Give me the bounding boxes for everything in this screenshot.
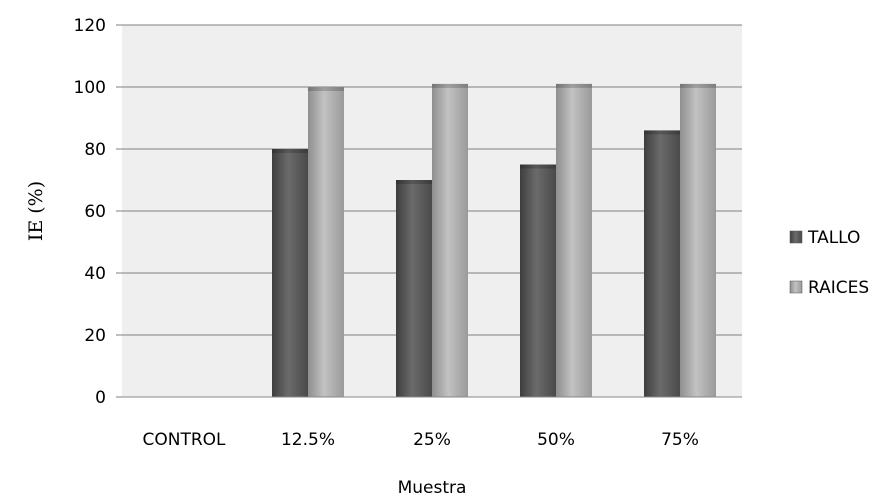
y-tick-label: 100	[74, 78, 106, 98]
y-axis-title: IE (%)	[25, 181, 47, 241]
x-axis-title: Muestra	[398, 478, 467, 498]
x-tick-label: 12.5%	[281, 430, 335, 450]
y-tick-label: 40	[84, 264, 106, 284]
legend: TALLO RAICES	[789, 228, 869, 298]
y-tick-label: 0	[95, 388, 106, 408]
legend-label: TALLO	[807, 228, 860, 248]
bar-raices	[308, 87, 344, 397]
y-tick-label: 60	[84, 202, 106, 222]
bar-tallo	[396, 180, 432, 397]
bar-raices	[556, 83, 592, 398]
bar-cap	[644, 130, 680, 135]
y-tick-label: 80	[84, 140, 106, 160]
x-tick-label: 75%	[661, 430, 699, 450]
legend-swatch	[789, 230, 803, 244]
bar-cap	[680, 83, 716, 88]
x-tick-label: 50%	[537, 430, 575, 450]
y-tick-label: 120	[74, 16, 106, 36]
legend-label: RAICES	[808, 278, 869, 298]
bar-cap	[556, 83, 592, 88]
bar-cap	[396, 180, 432, 184]
bars	[272, 83, 716, 398]
bar-cap	[308, 87, 344, 91]
bar-cap	[272, 149, 308, 153]
y-tick-labels: 0 20 40 60 80 100 120	[74, 16, 106, 408]
x-tick-labels: CONTROL 12.5% 25% 50% 75%	[142, 430, 698, 450]
x-tick-label: 25%	[413, 430, 451, 450]
bar-tallo	[520, 164, 556, 397]
bar-cap	[432, 83, 468, 88]
bar-tallo	[644, 130, 680, 397]
bar-raices	[680, 83, 716, 398]
x-tick-label: CONTROL	[142, 430, 226, 450]
bar-cap	[520, 164, 556, 169]
bar-raices	[432, 83, 468, 398]
legend-swatch	[789, 280, 803, 294]
y-tick-label: 20	[84, 326, 106, 346]
bar-tallo	[272, 149, 308, 397]
